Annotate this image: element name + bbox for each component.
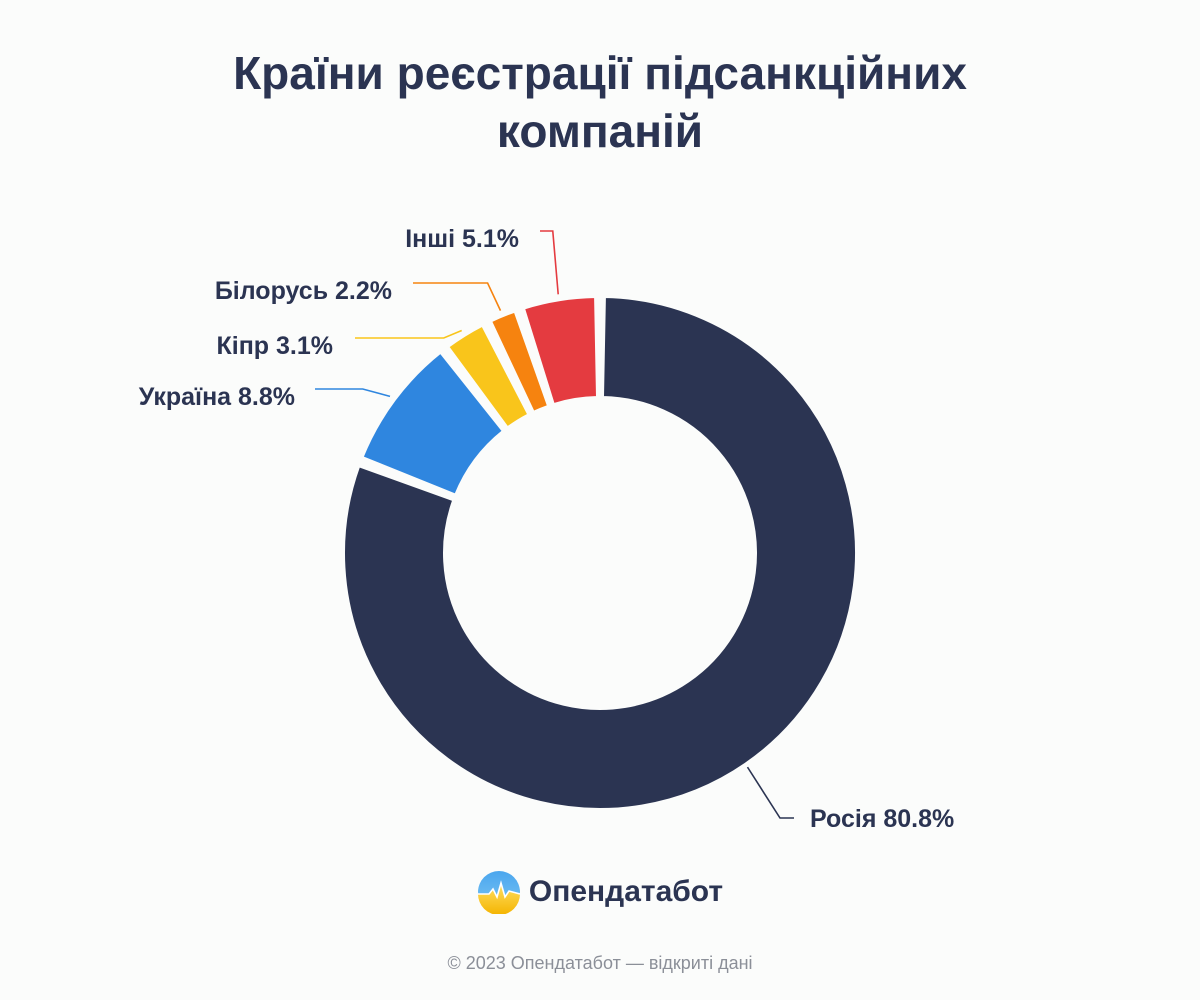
slice-label-0: Росія 80.8% [810,805,954,833]
slice-0 [343,296,857,810]
slice-label-4: Інші 5.1% [405,225,519,253]
donut-slices [343,296,857,810]
brand-name: Опендатабот [528,875,724,908]
slice-4 [523,296,599,406]
chart-title-line-2: компаній [496,105,704,157]
leader-line-2 [355,329,463,339]
leader-line-3 [413,282,502,311]
chart-title: Країни реєстрації підсанкційних компаній [0,44,1200,160]
leader-lines [315,230,794,819]
opendatabot-logo-icon [477,871,521,914]
slice-3 [490,310,550,413]
slice-2 [447,324,530,429]
leader-line-1 [315,388,391,398]
slice-label-3: Білорусь 2.2% [215,277,392,305]
leader-line-0 [746,766,794,819]
copyright-text: © 2023 Опендатабот — відкриті дані [447,953,753,973]
slice-label-2: Кіпр 3.1% [216,332,333,360]
slice-label-1: Україна 8.8% [139,383,295,411]
brand: Опендатабот [0,870,1200,914]
slice-labels: Росія 80.8% Україна 8.8% Кіпр 3.1% Білорусь… [139,225,955,833]
slice-1 [361,351,504,496]
leader-line-4 [540,230,559,295]
chart-title-line-1: Країни реєстрації підсанкційних [233,47,967,99]
